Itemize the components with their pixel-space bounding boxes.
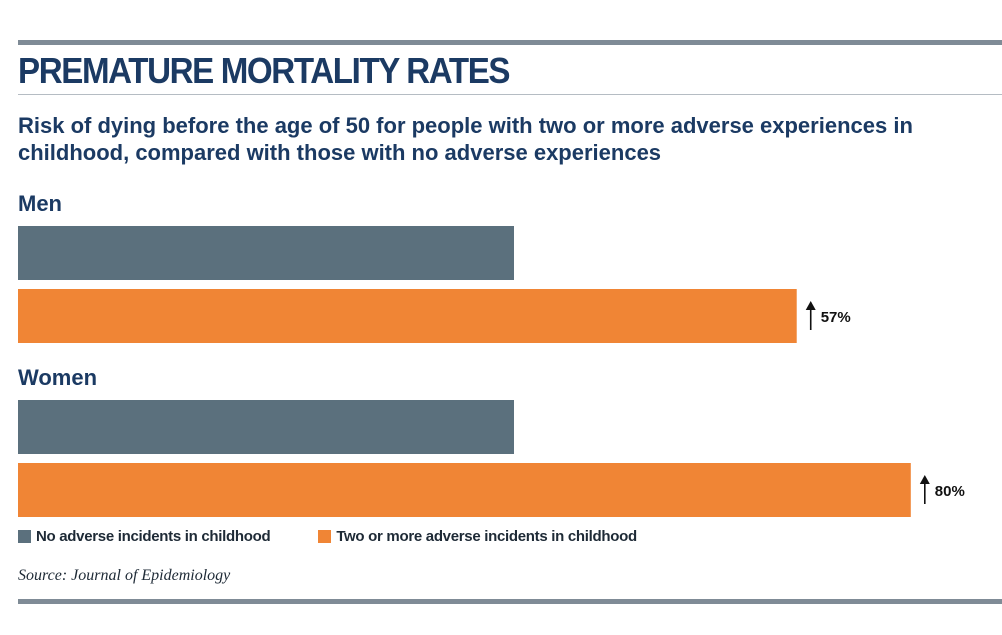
title-divider: [18, 94, 1002, 95]
data-label-women: 80%: [935, 483, 965, 500]
source-note: Source: Journal of Epidemiology: [18, 567, 231, 584]
up-arrow-icon: [919, 475, 930, 504]
bar-men-two-or-more: [18, 289, 797, 343]
group-label-men: Men: [18, 191, 62, 216]
bottom-rule: [18, 599, 1002, 604]
legend-swatch-two-or-more: [318, 529, 332, 543]
chart-title: PREMATURE MORTALITY RATES: [18, 50, 511, 91]
bar-women-no-adverse: [18, 400, 514, 454]
legend-label-no-adverse: No adverse incidents in childhood: [36, 527, 271, 545]
bar-women-two-or-more: [18, 463, 911, 517]
legend: No adverse incidents in childhood Two or…: [18, 525, 685, 547]
bar-men-no-adverse: [18, 226, 514, 280]
up-arrow-icon: [805, 301, 816, 330]
legend-item-no-adverse: No adverse incidents in childhood: [18, 527, 271, 545]
data-label-men: 57%: [821, 309, 851, 326]
group-label-women: Women: [18, 365, 98, 390]
legend-swatch-no-adverse: [18, 529, 31, 543]
top-rule: [18, 40, 1002, 45]
chart-subtitle: Risk of dying before the age of 50 for p…: [18, 113, 913, 165]
legend-label-two-or-more: Two or more adverse incidents in childho…: [336, 527, 637, 545]
legend-item-two-or-more: Two or more adverse incidents in childho…: [318, 528, 637, 545]
